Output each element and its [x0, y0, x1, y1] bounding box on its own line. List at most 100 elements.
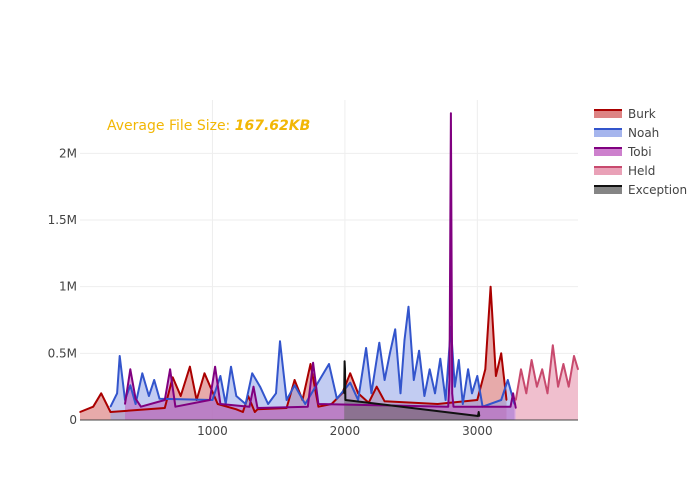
data-point-tobi — [450, 112, 452, 115]
y-tick-label: 1.5M — [48, 213, 77, 227]
data-point-noah — [211, 399, 214, 401]
data-point-noah — [412, 379, 415, 381]
data-point-burk — [171, 376, 174, 379]
data-point-noah — [403, 339, 406, 341]
data-point-tobi — [447, 405, 450, 408]
data-point-exception — [477, 411, 480, 413]
data-point-noah — [434, 392, 436, 395]
data-point-burk — [500, 352, 502, 355]
data-point-tobi — [514, 407, 517, 409]
legend-label-burk: Burk — [628, 107, 656, 121]
data-point-noah — [461, 403, 464, 405]
data-point-burk — [203, 372, 206, 375]
legend-item-held[interactable]: Held — [594, 164, 655, 178]
data-point-tobi — [317, 403, 320, 405]
data-point-tobi — [256, 407, 259, 409]
annotation-value: 167.62KB — [235, 118, 311, 134]
data-point-burk — [163, 407, 166, 409]
data-point-noah — [279, 340, 281, 343]
data-point-noah — [467, 368, 469, 371]
data-point-noah — [244, 403, 247, 405]
average-file-size-annotation: Average File Size: 167.62KB — [107, 118, 310, 134]
legend-label-exception: Exception — [628, 183, 687, 197]
data-point-held — [552, 344, 554, 347]
data-point-noah — [251, 372, 253, 375]
data-point-tobi — [307, 405, 309, 408]
data-point-held — [577, 368, 579, 371]
data-point-tobi — [452, 405, 455, 408]
data-point-noah — [349, 381, 351, 384]
data-point-noah — [471, 392, 473, 395]
data-point-exception — [343, 360, 346, 363]
legend-item-exception[interactable]: Exception — [594, 183, 687, 197]
data-point-burk — [216, 403, 219, 405]
data-point-noah — [357, 399, 359, 401]
data-point-burk — [484, 368, 487, 371]
data-point-burk — [179, 395, 182, 397]
data-point-held — [520, 368, 522, 371]
data-point-noah — [235, 395, 238, 397]
data-point-noah — [500, 399, 502, 401]
y-tick-label: 0 — [69, 413, 77, 427]
data-point-burk — [189, 365, 191, 368]
data-point-noah — [259, 385, 261, 388]
data-point-noah — [423, 395, 426, 397]
data-point-tobi — [129, 368, 132, 371]
data-point-noah — [378, 341, 381, 344]
data-point-noah — [476, 375, 479, 377]
series-line-tobi — [124, 112, 517, 409]
data-point-noah — [129, 384, 132, 387]
data-point-noah — [109, 405, 112, 408]
data-point-tobi — [248, 405, 251, 408]
data-point-noah — [118, 355, 121, 357]
x-tick-label: 3000 — [462, 424, 493, 438]
data-point-noah — [275, 392, 277, 395]
legend[interactable]: Burk Noah Tobi Held Exception — [594, 107, 687, 197]
data-point-held — [562, 363, 565, 365]
data-point-tobi — [509, 405, 512, 408]
data-point-noah — [428, 368, 431, 371]
data-point-burk — [489, 285, 492, 288]
legend-label-held: Held — [628, 164, 655, 178]
data-point-held — [525, 392, 528, 395]
data-point-tobi — [174, 405, 177, 408]
x-tick-label: 1000 — [197, 424, 228, 438]
series-area-noah — [110, 306, 515, 420]
legend-swatch-burk — [594, 110, 622, 118]
data-point-tobi — [140, 405, 142, 408]
data-point-tobi — [208, 399, 211, 401]
data-point-noah — [418, 349, 420, 352]
x-tick-label: 2000 — [330, 424, 361, 438]
annotation-prefix: Average File Size: — [107, 118, 235, 134]
legend-swatch-noah — [594, 129, 622, 137]
data-point-burk — [109, 411, 112, 413]
data-point-held — [536, 385, 538, 388]
data-point-noah — [439, 357, 442, 360]
data-point-noah — [158, 397, 161, 400]
data-point-noah — [394, 328, 397, 331]
data-point-burk — [309, 363, 312, 365]
data-point-noah — [141, 372, 144, 375]
series-area-burk — [80, 286, 507, 420]
data-point-held — [546, 392, 549, 395]
data-point-exception — [344, 368, 346, 371]
legend-swatch-tobi — [594, 148, 622, 156]
legend-item-burk[interactable]: Burk — [594, 107, 656, 121]
legend-item-tobi[interactable]: Tobi — [594, 145, 652, 159]
data-point-noah — [148, 395, 150, 397]
data-point-burk — [254, 411, 256, 413]
data-point-tobi — [169, 368, 171, 371]
data-point-burk — [495, 375, 497, 377]
legend-item-noah[interactable]: Noah — [594, 126, 659, 140]
data-point-noah — [134, 403, 137, 405]
data-point-tobi — [451, 392, 453, 395]
data-point-tobi — [124, 403, 126, 405]
data-point-noah — [370, 392, 373, 395]
legend-label-noah: Noah — [628, 126, 659, 140]
data-point-tobi — [214, 365, 216, 368]
data-point-burk — [242, 411, 244, 413]
data-point-burk — [293, 379, 296, 381]
data-point-noah — [293, 384, 296, 387]
